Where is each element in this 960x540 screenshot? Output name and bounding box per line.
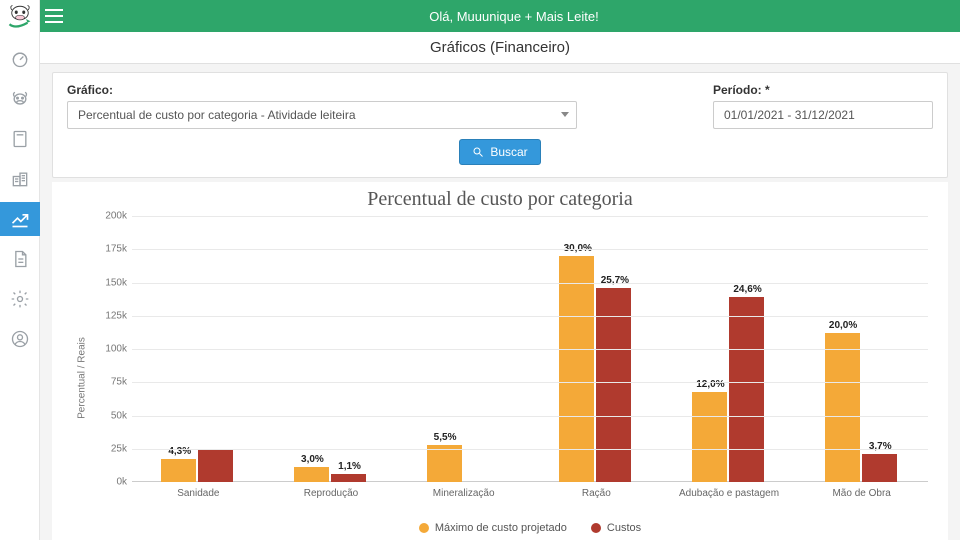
chart-body: Percentual / Reais 4,3%3,0%1,1%5,5%30,0%…: [52, 216, 948, 540]
plot-area: 4,3%3,0%1,1%5,5%30,0%25,7%12,0%24,6%20,0…: [132, 216, 928, 482]
grafico-label: Gráfico:: [67, 83, 577, 97]
y-tick: 50k: [92, 410, 127, 421]
sidebar-item-dashboard[interactable]: [0, 42, 40, 76]
greeting-text: Olá, Muuunique + Mais Leite!: [68, 9, 960, 24]
sidebar-item-user[interactable]: [0, 322, 40, 356]
legend-item: Custos: [591, 522, 641, 534]
main-content: Gráficos (Financeiro) Gráfico: Percentua…: [40, 32, 960, 540]
bar: [161, 459, 196, 482]
bar: [692, 392, 727, 482]
menu-toggle[interactable]: [40, 0, 68, 32]
bar-value-label: 20,0%: [813, 320, 873, 331]
legend-swatch: [419, 523, 429, 533]
legend-swatch: [591, 523, 601, 533]
chevron-down-icon: [561, 112, 569, 117]
bar-value-label: 24,6%: [718, 284, 778, 295]
x-tick: Reprodução: [304, 482, 358, 499]
periodo-input[interactable]: [713, 101, 933, 129]
grid-line: [132, 449, 928, 450]
bar: [825, 333, 860, 482]
grid-line: [132, 316, 928, 317]
grid-line: [132, 283, 928, 284]
bar-value-label: 5,5%: [415, 432, 475, 443]
y-tick: 200k: [92, 211, 127, 222]
buscar-button[interactable]: Buscar: [459, 139, 540, 165]
sidebar-item-settings[interactable]: [0, 282, 40, 316]
y-tick: 25k: [92, 443, 127, 454]
x-tick: Mão de Obra: [832, 482, 890, 499]
app-logo: [0, 0, 40, 32]
y-tick: 0k: [92, 477, 127, 488]
page-title: Gráficos (Financeiro): [40, 32, 960, 64]
y-tick: 75k: [92, 377, 127, 388]
grafico-select[interactable]: Percentual de custo por categoria - Ativ…: [67, 101, 577, 129]
y-axis-label: Percentual / Reais: [77, 337, 88, 419]
search-icon: [472, 146, 484, 158]
y-tick: 150k: [92, 277, 127, 288]
bar-value-label: 3,7%: [850, 441, 910, 452]
sidebar-item-building[interactable]: [0, 162, 40, 196]
sidebar-item-calculator[interactable]: [0, 122, 40, 156]
bar-value-label: 1,1%: [320, 461, 380, 472]
legend-item: Máximo de custo projetado: [419, 522, 567, 534]
chart-container: Percentual de custo por categoria Percen…: [52, 182, 948, 540]
grid-line: [132, 382, 928, 383]
x-tick: Mineralização: [433, 482, 495, 499]
buscar-label: Buscar: [490, 145, 527, 159]
bar-value-label: 25,7%: [585, 275, 645, 286]
y-tick: 100k: [92, 344, 127, 355]
grid-line: [132, 216, 928, 217]
legend-label: Máximo de custo projetado: [435, 522, 567, 534]
chart-title: Percentual de custo por categoria: [52, 182, 948, 215]
sidebar-item-charts[interactable]: [0, 202, 40, 236]
bar: [596, 288, 631, 482]
sidebar: [0, 32, 40, 540]
x-tick: Adubação e pastagem: [679, 482, 779, 499]
grid-line: [132, 349, 928, 350]
sidebar-item-cow[interactable]: [0, 82, 40, 116]
chart-legend: Máximo de custo projetado Custos: [132, 522, 928, 534]
sidebar-item-document[interactable]: [0, 242, 40, 276]
x-tick: Sanidade: [177, 482, 219, 499]
x-tick: Ração: [582, 482, 611, 499]
y-tick: 175k: [92, 244, 127, 255]
top-bar: Olá, Muuunique + Mais Leite!: [40, 0, 960, 32]
grid-line: [132, 249, 928, 250]
bar: [331, 474, 366, 482]
bar: [198, 450, 233, 482]
bar: [729, 297, 764, 482]
y-tick: 125k: [92, 310, 127, 321]
periodo-label: Período: *: [713, 83, 933, 97]
legend-label: Custos: [607, 522, 641, 534]
grafico-select-value: Percentual de custo por categoria - Ativ…: [67, 101, 577, 129]
filter-panel: Gráfico: Percentual de custo por categor…: [52, 72, 948, 178]
bar: [862, 454, 897, 482]
bar: [427, 445, 462, 482]
grid-line: [132, 416, 928, 417]
